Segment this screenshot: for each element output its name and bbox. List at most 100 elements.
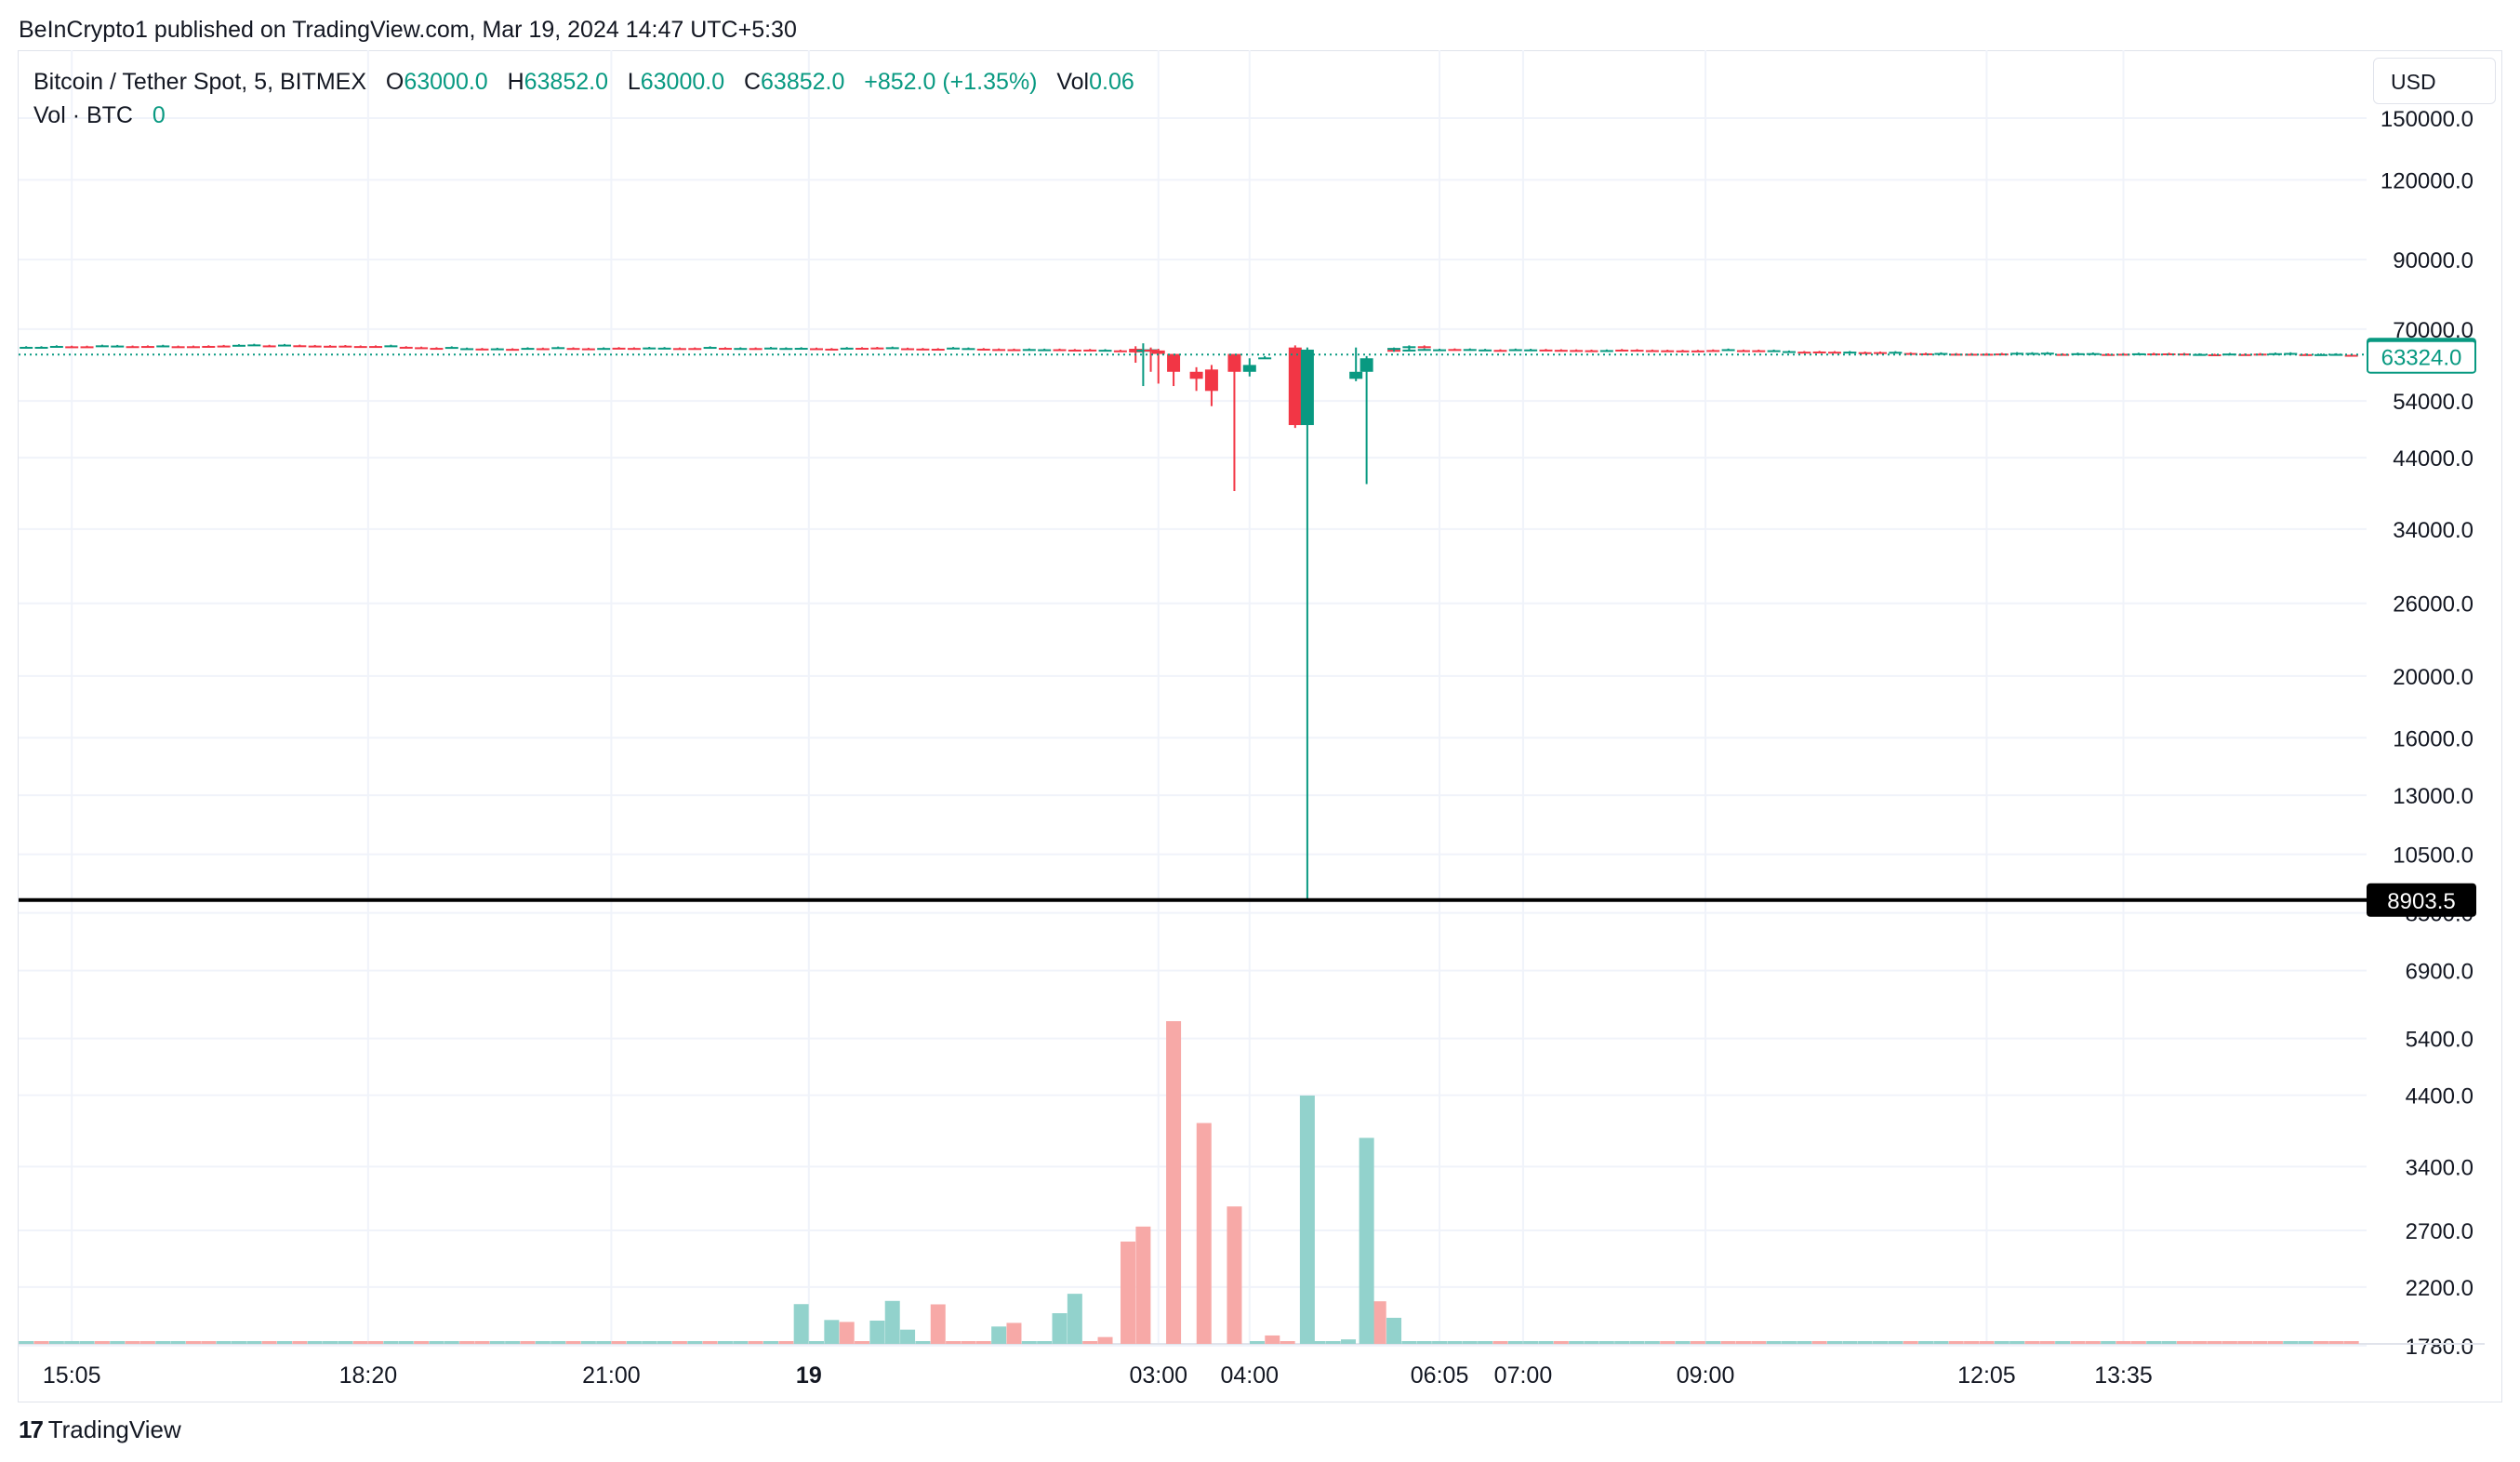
volume-bar	[2283, 1341, 2299, 1344]
volume-bar	[930, 1304, 946, 1344]
y-tick-label: 26000.0	[2393, 592, 2474, 618]
tradingview-logo[interactable]: 17 TradingView	[19, 1415, 181, 1444]
candle-body	[627, 348, 641, 351]
volume-bar	[1873, 1341, 1889, 1344]
volume-bar	[748, 1341, 763, 1344]
volume-bar	[1492, 1341, 1508, 1344]
candle-body	[1691, 350, 1704, 352]
close-value: 63852.0	[761, 69, 845, 95]
volume-bar	[869, 1320, 885, 1344]
candle-body	[2299, 353, 2313, 356]
volume-bar	[1082, 1341, 1098, 1344]
x-tick-label: 07:00	[1494, 1362, 1553, 1389]
volume-bar	[717, 1341, 733, 1344]
volume-bar	[1826, 1341, 1842, 1344]
volume-bar	[1964, 1341, 1980, 1344]
candle-body	[2162, 352, 2176, 355]
volume-bar	[1371, 1301, 1386, 1344]
candle-body	[1676, 350, 1690, 352]
candle-body	[1136, 349, 1150, 352]
volume-bar	[1416, 1341, 1432, 1344]
x-tick-label: 13:35	[2094, 1362, 2153, 1389]
x-tick-label: 19	[796, 1362, 822, 1389]
prev-close-label-box	[2367, 339, 2476, 374]
x-tick-label: 21:00	[582, 1362, 641, 1389]
candle-body	[1007, 349, 1021, 352]
candle-body	[1204, 369, 1218, 392]
volume-bar	[1166, 1021, 1182, 1344]
volume-bar	[1052, 1312, 1068, 1344]
volume-bar	[2101, 1341, 2116, 1344]
volume-bar	[884, 1300, 900, 1344]
y-tick-label: 2700.0	[2406, 1219, 2474, 1244]
y-tick-label: 34000.0	[2393, 518, 2474, 543]
volume-label: Vol · BTC	[33, 102, 133, 128]
volume-legend: Vol · BTC 0	[33, 102, 166, 129]
y-tick-label: 3400.0	[2406, 1155, 2474, 1180]
candle-body	[1524, 349, 1538, 352]
horizontal-level-label: 8903.5	[2387, 889, 2455, 914]
candle-body	[840, 347, 854, 350]
volume-bar	[2222, 1341, 2237, 1344]
currency-selector[interactable]: USD	[2373, 58, 2496, 104]
volume-bar	[444, 1341, 459, 1344]
candle-body	[156, 345, 170, 348]
candle-body	[657, 347, 671, 350]
volume-bar	[671, 1341, 687, 1344]
candle-body	[20, 346, 33, 349]
candle-body	[825, 348, 839, 351]
volume-bar	[2192, 1341, 2208, 1344]
volume-bar	[459, 1341, 475, 1344]
candle-body	[1433, 349, 1447, 352]
candle-body	[1721, 349, 1735, 352]
volume-bar	[1299, 1095, 1315, 1344]
volume-bar	[1523, 1341, 1539, 1344]
volume-bar	[2085, 1341, 2101, 1344]
y-tick-label: 90000.0	[2393, 248, 2474, 273]
candle-body	[1767, 350, 1781, 352]
volume-bar	[1705, 1341, 1721, 1344]
candle-body	[369, 346, 383, 349]
volume-bar	[1569, 1341, 1585, 1344]
candle-body	[581, 348, 595, 351]
candle-body	[1167, 353, 1181, 372]
candle-body	[855, 348, 869, 351]
candle-body	[1812, 351, 1826, 353]
candle-body	[1889, 352, 1903, 354]
candle-body	[308, 345, 322, 348]
y-tick-label: 16000.0	[2393, 726, 2474, 751]
candle-body	[2056, 353, 2070, 356]
symbol-title: Bitcoin / Tether Spot, 5, BITMEX	[33, 69, 367, 95]
candle-body	[490, 348, 504, 351]
volume-bar	[657, 1341, 672, 1344]
volume-value: 0	[152, 102, 166, 128]
candle-body	[2329, 353, 2343, 356]
candle-body	[111, 345, 125, 348]
x-tick-label: 03:00	[1129, 1362, 1187, 1389]
volume-bar	[1310, 1341, 1326, 1344]
candle-body	[217, 345, 231, 348]
volume-bar	[323, 1341, 338, 1344]
y-tick-label: 1780.0	[2406, 1335, 2474, 1360]
volume-bar	[1478, 1341, 1493, 1344]
volume-bar	[414, 1341, 430, 1344]
volume-bar	[2161, 1341, 2177, 1344]
candle-body	[1797, 352, 1811, 354]
candle-body	[1144, 349, 1158, 352]
x-tick-label: 15:05	[43, 1362, 101, 1389]
candle-body	[278, 344, 292, 347]
volume-bar	[1797, 1341, 1812, 1344]
candle-body	[947, 347, 961, 350]
candle-body	[95, 345, 109, 348]
volume-bar	[1888, 1341, 1903, 1344]
candle-body	[49, 345, 63, 348]
volume-bar	[809, 1341, 825, 1344]
candle-body	[2040, 352, 2054, 355]
candle-body	[293, 345, 307, 348]
volume-bar	[2009, 1341, 2025, 1344]
candle-body	[1068, 349, 1081, 352]
publisher-line: BeInCrypto1 published on TradingView.com…	[19, 17, 797, 43]
candle-body	[80, 346, 94, 349]
candle-body	[1919, 352, 1933, 355]
